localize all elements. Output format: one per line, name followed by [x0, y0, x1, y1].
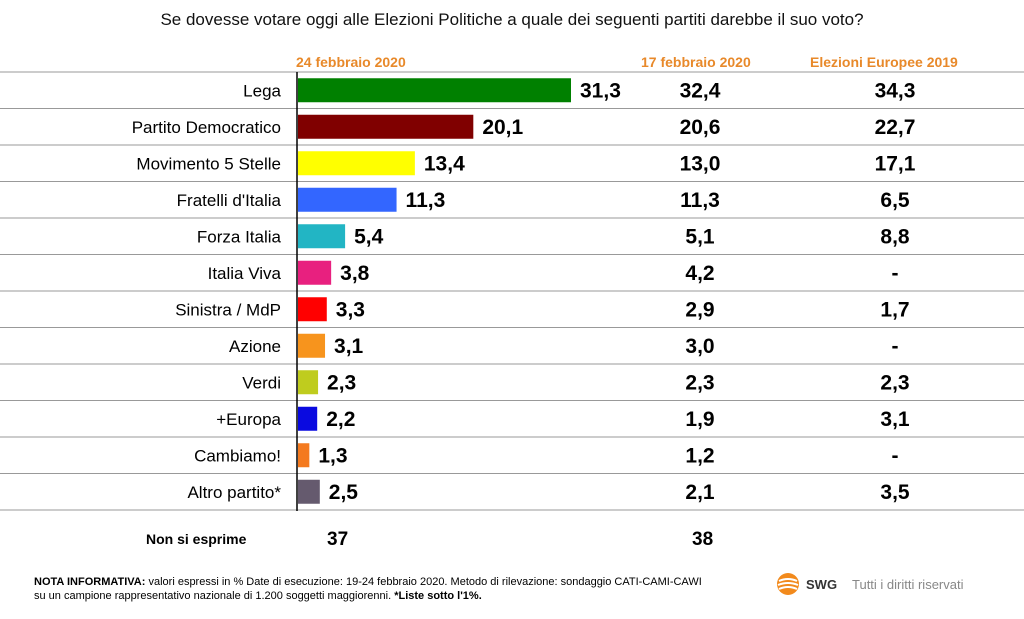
europee-value: 34,3 — [875, 79, 916, 102]
previous-value: 3,0 — [685, 335, 714, 358]
category-label: +Europa — [216, 410, 281, 429]
value-label: 31,3 — [580, 79, 621, 102]
bar-1 — [298, 114, 474, 139]
value-label: 2,3 — [327, 371, 356, 394]
previous-value: 2,3 — [685, 371, 714, 394]
column-header-current: 24 febbraio 2020 — [296, 54, 406, 70]
value-label: 2,5 — [329, 481, 359, 504]
value-label: 1,3 — [318, 444, 347, 467]
bar-7 — [298, 333, 326, 358]
previous-value: 2,1 — [685, 481, 715, 504]
rights-text: Tutti i diritti riservati — [852, 577, 964, 592]
category-label: Altro partito* — [187, 483, 281, 502]
swg-logo-text: SWG — [806, 576, 838, 592]
non-si-esprime-label: Non si esprime — [146, 531, 247, 547]
previous-value: 5,1 — [685, 225, 715, 248]
column-header-europee: Elezioni Europee 2019 — [810, 54, 958, 70]
europee-value: 3,1 — [880, 408, 910, 431]
bar-0 — [298, 78, 571, 103]
bar-11 — [298, 479, 320, 504]
bar-9 — [298, 406, 318, 431]
previous-value: 1,9 — [685, 408, 714, 431]
category-label: Movimento 5 Stelle — [136, 154, 281, 173]
europee-value: - — [892, 262, 899, 285]
non-si-esprime-current: 37 — [327, 529, 349, 550]
europee-value: - — [892, 335, 899, 358]
bar-4 — [298, 224, 346, 249]
note-text-1: valori espressi in % Date di esecuzione:… — [145, 576, 702, 588]
value-label: 20,1 — [482, 116, 523, 139]
previous-value: 11,3 — [680, 189, 720, 212]
bar-10 — [298, 443, 310, 468]
value-label: 3,3 — [336, 298, 365, 321]
europee-value: - — [892, 444, 899, 467]
value-label: 13,4 — [424, 152, 465, 175]
category-label: Verdi — [242, 373, 281, 392]
value-label: 3,1 — [334, 335, 364, 358]
value-label: 11,3 — [406, 189, 446, 212]
note-bold-end: *Liste sotto l'1%. — [394, 590, 482, 602]
note-lead: NOTA INFORMATIVA: — [34, 576, 146, 588]
europee-value: 17,1 — [875, 152, 916, 175]
value-label: 5,4 — [354, 225, 384, 248]
value-label: 3,8 — [340, 262, 370, 285]
category-label: Fratelli d'Italia — [177, 191, 282, 210]
swg-logo: SWG — [776, 572, 837, 596]
previous-value: 1,2 — [685, 444, 714, 467]
swg-logo-icon — [777, 573, 799, 595]
previous-value: 2,9 — [685, 298, 714, 321]
bar-5 — [298, 260, 332, 285]
category-label: Italia Viva — [208, 264, 282, 283]
category-label: Azione — [229, 337, 281, 356]
value-label: 2,2 — [326, 408, 355, 431]
category-label: Cambiamo! — [194, 446, 281, 465]
category-label: Lega — [243, 81, 281, 100]
category-label: Partito Democratico — [132, 118, 281, 137]
europee-value: 3,5 — [880, 481, 910, 504]
previous-value: 13,0 — [680, 152, 721, 175]
europee-value: 6,5 — [880, 189, 910, 212]
bar-3 — [298, 187, 397, 212]
previous-value: 4,2 — [685, 262, 714, 285]
non-si-esprime-previous: 38 — [692, 529, 714, 550]
previous-value: 32,4 — [680, 79, 721, 102]
previous-value: 20,6 — [680, 116, 721, 139]
europee-value: 22,7 — [875, 116, 916, 139]
nota-informativa: NOTA INFORMATIVA: valori espressi in % D… — [34, 575, 734, 603]
bar-2 — [298, 151, 415, 176]
europee-value: 2,3 — [880, 371, 909, 394]
bar-6 — [298, 297, 327, 322]
chart-title: Se dovesse votare oggi alle Elezioni Pol… — [160, 10, 864, 29]
column-header-previous: 17 febbraio 2020 — [641, 54, 751, 70]
europee-value: 8,8 — [880, 225, 910, 248]
europee-value: 1,7 — [880, 298, 909, 321]
bar-8 — [298, 370, 319, 395]
category-label: Forza Italia — [197, 227, 282, 246]
note-text-2: su un campione rappresentativo nazionale… — [34, 590, 395, 602]
category-label: Sinistra / MdP — [175, 300, 281, 319]
